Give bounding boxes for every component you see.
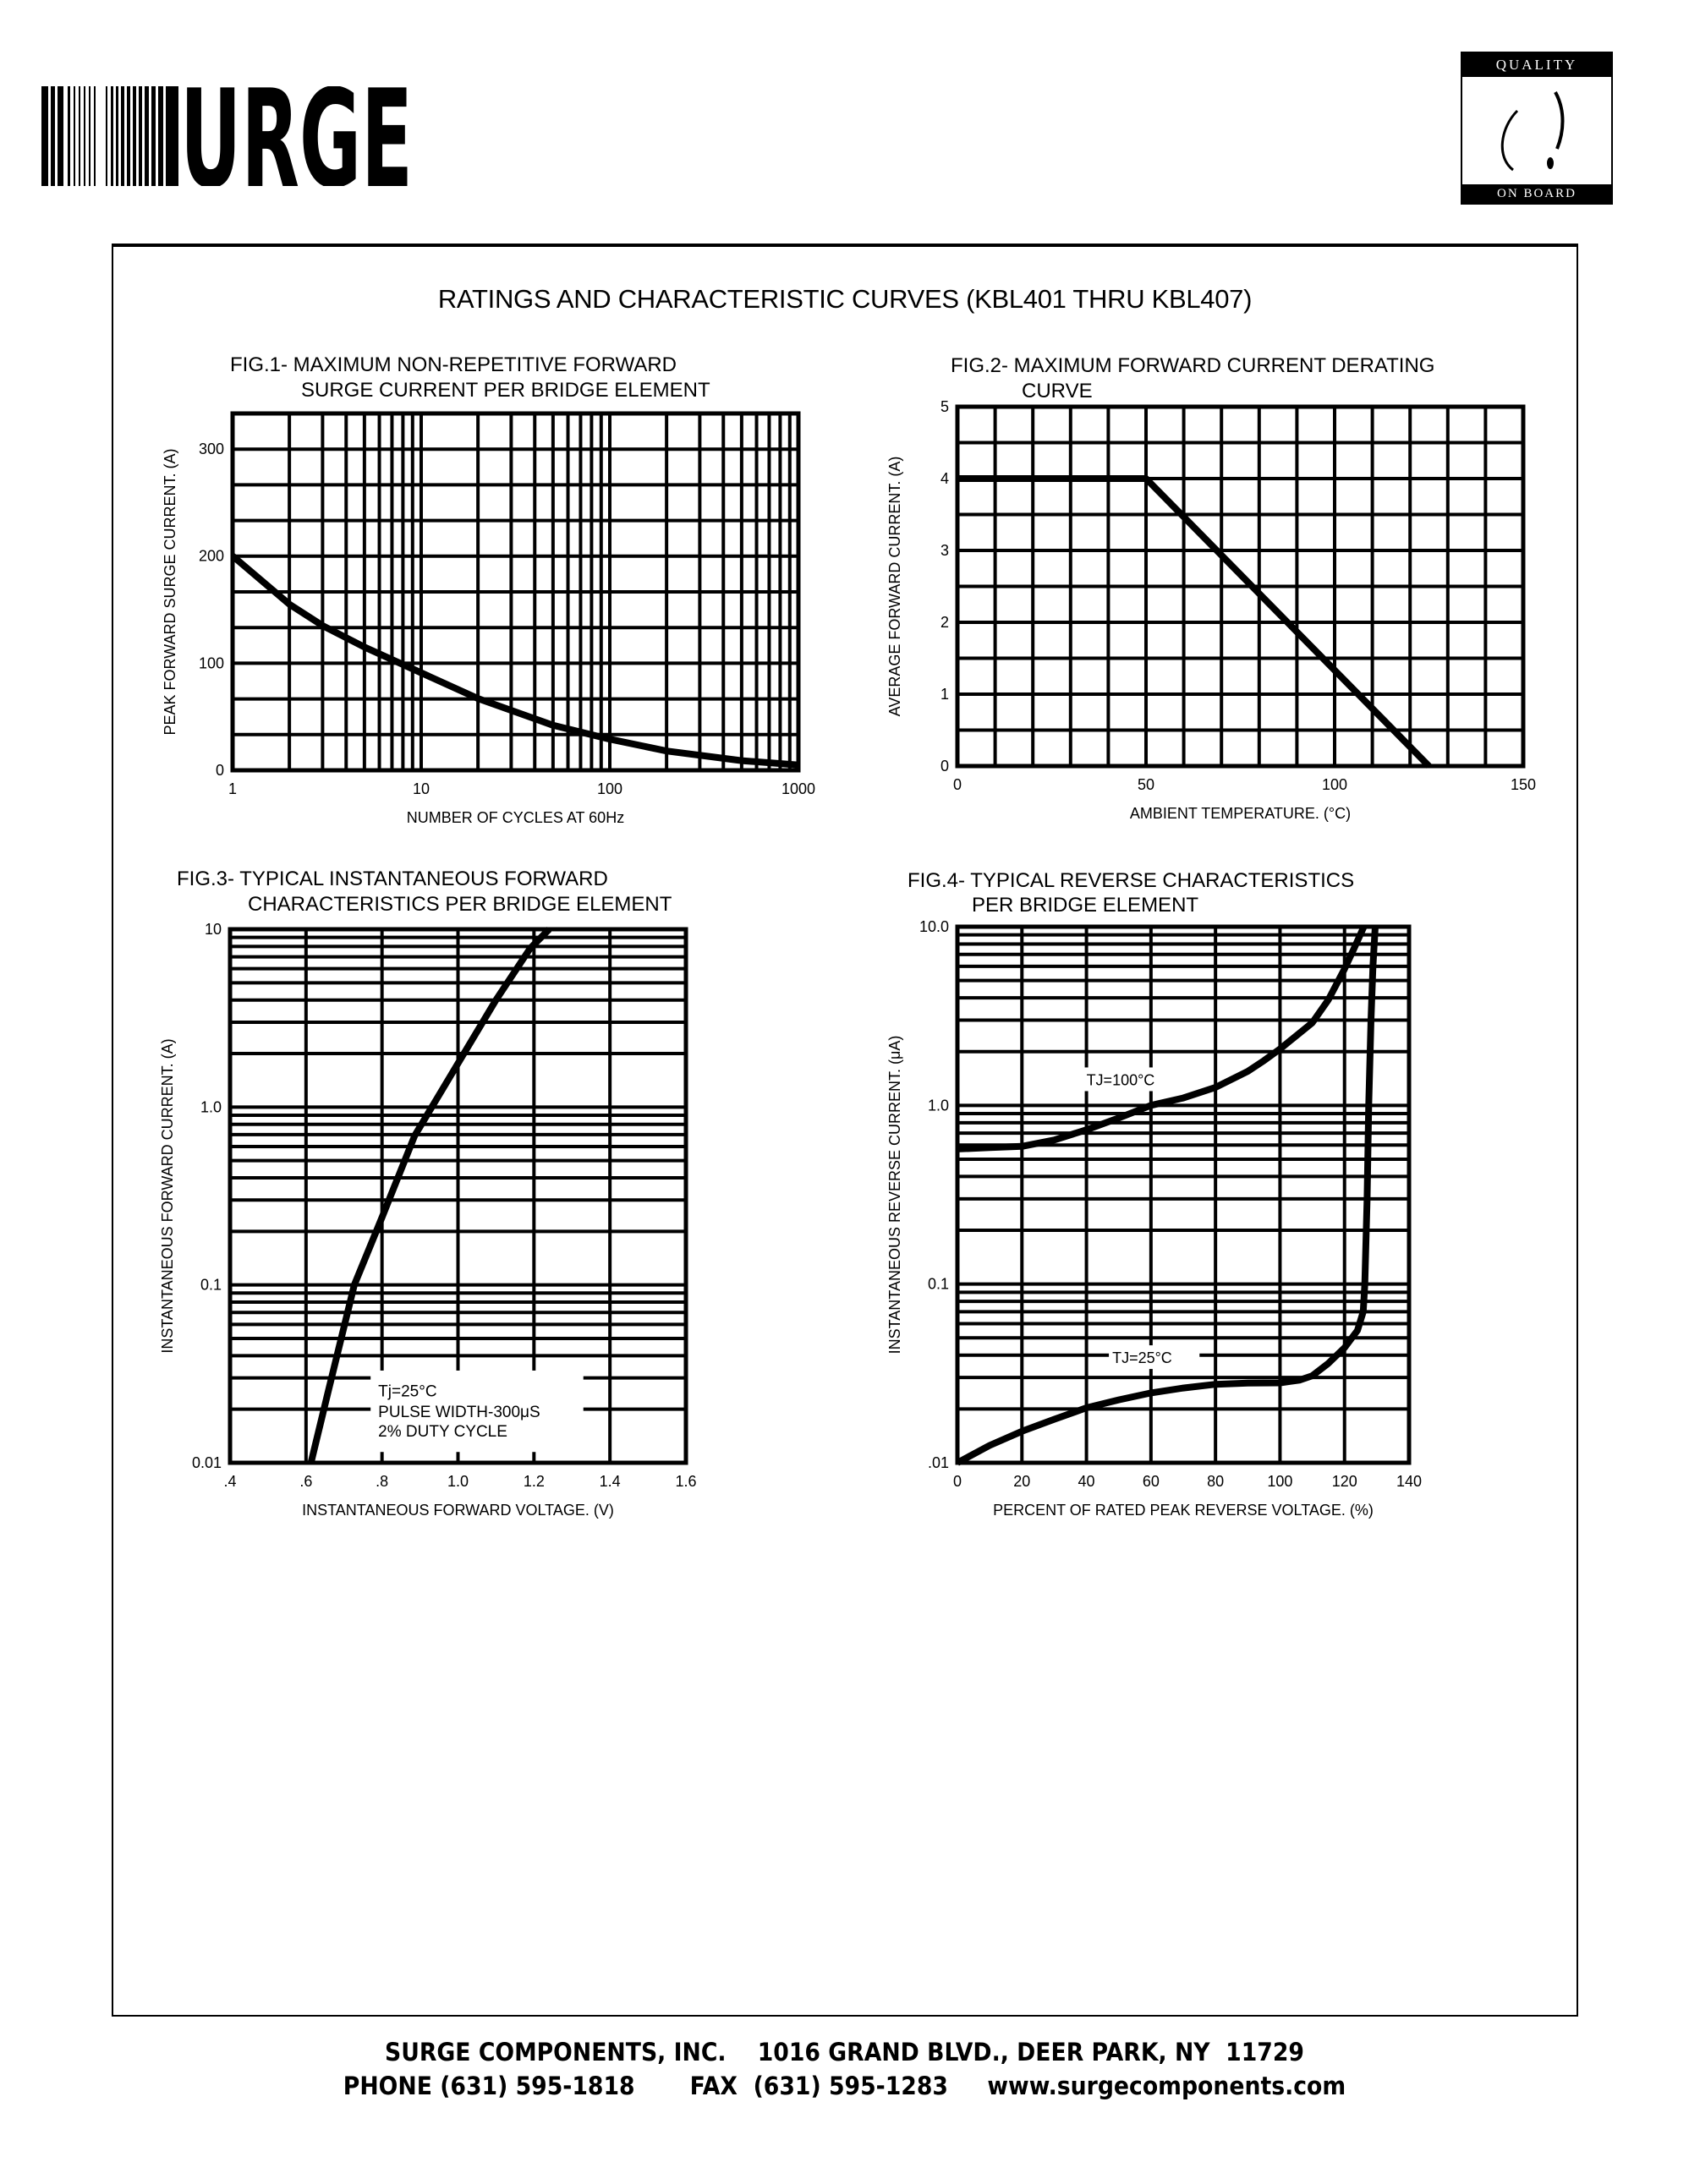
x-tick-label: 80 (1207, 1473, 1224, 1490)
y-tick-label: 200 (199, 548, 224, 565)
y-tick-label: 1.0 (200, 1098, 222, 1115)
x-tick-label: 20 (1013, 1473, 1030, 1490)
x-tick-label: 1 (228, 780, 237, 797)
x-tick-label: 100 (1322, 776, 1347, 793)
x-tick-label: 10 (413, 780, 430, 797)
fig3-title-line2: CHARACTERISTICS PER BRIDGE ELEMENT (248, 893, 672, 916)
fig3-series-0-line (307, 927, 552, 1464)
x-tick-label: 100 (597, 780, 622, 797)
y-tick-label: .01 (928, 1454, 949, 1471)
y-tick-label: 4 (940, 470, 949, 487)
footer-contact: PHONE (631) 595-1818 FAX (631) 595-1283 … (343, 2072, 1346, 2100)
annotation-background (370, 1370, 584, 1453)
fig2-title-line1: FIG.2- MAXIMUM FORWARD CURRENT DERATING (951, 354, 1435, 377)
y-tick-label: 1.0 (928, 1097, 949, 1114)
series-label: TJ=100°C (1087, 1071, 1155, 1088)
fig4-title-line1: FIG.4- TYPICAL REVERSE CHARACTERISTICS (908, 869, 1355, 892)
page-title: RATINGS AND CHARACTERISTIC CURVES (KBL40… (437, 284, 1253, 314)
fig2-plot-border (955, 404, 1526, 769)
x-tick-label: .6 (299, 1473, 312, 1490)
fig4-series-1-line (956, 926, 1379, 1466)
svg-text:URGE: URGE (180, 86, 413, 186)
y-tick-label: 100 (199, 654, 224, 671)
fig4-grid (957, 927, 1409, 1464)
series-label: TJ=25°C (1112, 1349, 1172, 1366)
y-tick-label: 10.0 (919, 918, 949, 935)
fig2-chart: 0 50 100 150 0 1 2 3 4 5 AMBIENT TEMPERATURE. (°C)… (886, 398, 1536, 822)
y-tick-label: 0.1 (928, 1276, 949, 1293)
fig1-title-line2: SURGE CURRENT PER BRIDGE ELEMENT (301, 379, 710, 402)
y-tick-label: 0 (940, 758, 949, 775)
y-tick-label: 0.1 (200, 1277, 222, 1294)
quality-on-board-badge: QUALITY ON BOARD (1461, 52, 1613, 205)
surge-logo: URGE (41, 86, 413, 186)
fig3-plot-border (228, 927, 688, 1465)
footer-address: SURGE COMPONENTS, INC. 1016 GRAND BLVD.,… (384, 2038, 1305, 2066)
annotation-line: PULSE WIDTH-300μS (378, 1404, 540, 1421)
x-tick-label: 120 (1332, 1473, 1357, 1490)
fig1-grid (231, 413, 798, 770)
x-tick-label: .4 (223, 1473, 236, 1490)
x-axis-label: AMBIENT TEMPERATURE. (°C) (1130, 805, 1351, 822)
badge-bottom-text: ON BOARD (1462, 184, 1611, 203)
x-axis-label: INSTANTANEOUS FORWARD VOLTAGE. (V) (302, 1502, 614, 1519)
fig3-title-line1: FIG.3- TYPICAL INSTANTANEOUS FORWARD (177, 868, 608, 890)
y-tick-label: 2 (940, 614, 949, 631)
x-tick-label: 140 (1396, 1473, 1422, 1490)
fig1-title-line1: FIG.1- MAXIMUM NON-REPETITIVE FORWARD (230, 353, 677, 376)
fig1-chart: 1 10 100 1000 0 100 200 300 NUMBER OF CYCLES AT … (162, 411, 815, 826)
fig2-grid (957, 407, 1523, 766)
y-axis-label: AVERAGE FORWARD CURRENT. (A) (886, 457, 903, 717)
y-tick-label: 1 (940, 686, 949, 703)
x-tick-label: 60 (1143, 1473, 1160, 1490)
x-tick-label: 100 (1267, 1473, 1292, 1490)
x-tick-label: 150 (1511, 776, 1536, 793)
x-tick-label: 1000 (781, 780, 815, 797)
x-tick-label: 0 (953, 776, 962, 793)
x-tick-label: .8 (376, 1473, 388, 1490)
series-label-background (1083, 1067, 1161, 1092)
fig1-series-0-line (230, 553, 799, 769)
fig3-chart: Tj=25°C PULSE WIDTH-300μS 2% DUTY CYCLE .4.… (159, 921, 697, 1519)
y-axis-label: PEAK FORWARD SURGE CURRENT. (A) (162, 448, 178, 735)
x-tick-label: 50 (1138, 776, 1154, 793)
annotation-line: 2% DUTY CYCLE (378, 1423, 507, 1441)
x-axis-label: PERCENT OF RATED PEAK REVERSE VOLTAGE. (… (993, 1502, 1374, 1519)
x-tick-label: 0 (953, 1473, 962, 1490)
y-axis-label: INSTANTANEOUS REVERSE CURRENT. (μA) (886, 1036, 903, 1355)
series-label-background (1109, 1345, 1200, 1370)
content-frame (112, 244, 1578, 2017)
quality-mark-icon (1500, 91, 1565, 172)
y-tick-label: 0 (216, 762, 224, 779)
y-tick-label: 300 (199, 441, 224, 457)
x-tick-label: 1.2 (524, 1473, 545, 1490)
y-axis-label: INSTANTANEOUS FORWARD CURRENT. (A) (159, 1038, 176, 1353)
x-tick-label: 1.4 (600, 1473, 621, 1490)
x-axis-label: NUMBER OF CYCLES AT 60Hz (407, 809, 624, 826)
fig4-plot-border (955, 924, 1412, 1465)
fig1-plot-border (230, 411, 801, 773)
y-tick-label: 0.01 (192, 1454, 222, 1471)
fig4-title-line2: PER BRIDGE ELEMENT (972, 894, 1199, 917)
y-tick-label: 5 (940, 398, 949, 415)
y-tick-label: 3 (940, 542, 949, 559)
badge-top-text: QUALITY (1462, 53, 1611, 77)
x-tick-label: 1.0 (447, 1473, 469, 1490)
fig4-chart: TJ=100°C TJ=25°C 0 20 40 60 80 100 120 140 .01 0.1 1… (886, 918, 1422, 1519)
fig4-series-0-line (957, 925, 1368, 1152)
y-tick-label: 10 (205, 921, 222, 938)
annotation-line: Tj=25°C (378, 1382, 436, 1400)
x-tick-label: 1.6 (675, 1473, 696, 1490)
fig2-title-line2: CURVE (1022, 380, 1093, 402)
x-tick-label: 40 (1078, 1473, 1095, 1490)
fig2-series-0-line (957, 475, 1432, 769)
